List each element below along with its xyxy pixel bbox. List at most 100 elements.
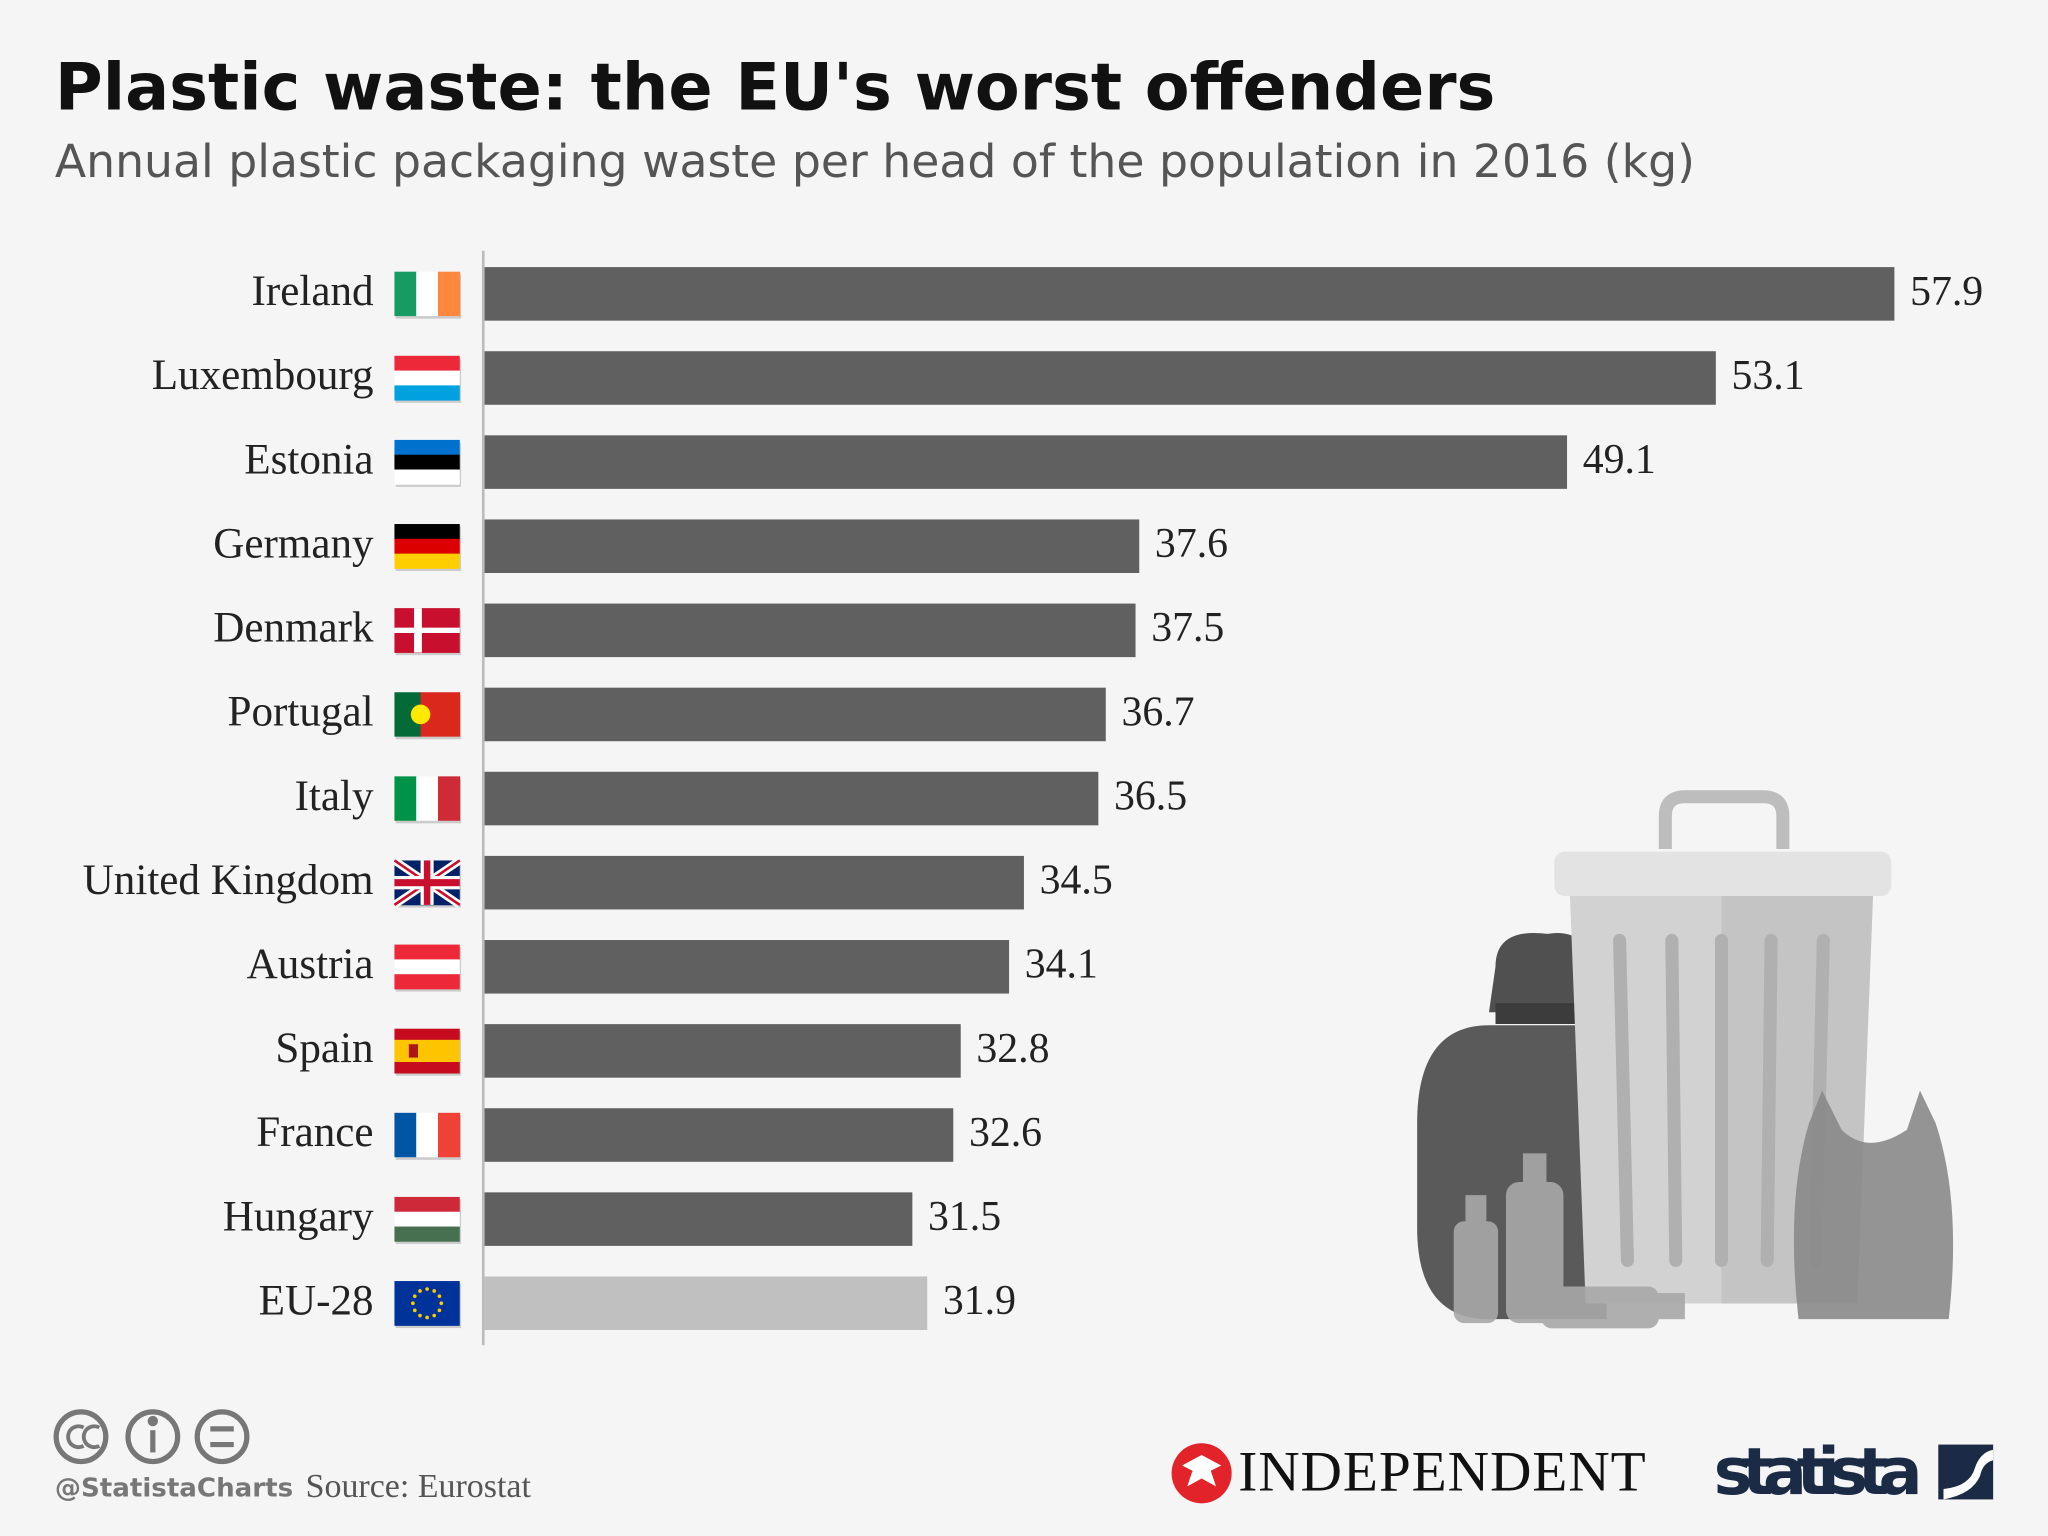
bar (484, 351, 1716, 405)
flag-stripe (394, 355, 460, 371)
value-label: 36.7 (1121, 689, 1194, 735)
flag-star (418, 1289, 422, 1293)
category-label: Austria (247, 941, 374, 988)
flag-stripe (394, 974, 460, 990)
value-label: 34.5 (1040, 858, 1113, 904)
flag (394, 608, 462, 656)
category-label: Italy (295, 773, 374, 820)
flag-stripe (437, 776, 461, 821)
flag-emblem (410, 704, 431, 725)
bar (484, 1192, 913, 1246)
value-label: 57.9 (1910, 269, 1983, 315)
flag-star (418, 1313, 422, 1318)
flag-stripe (437, 271, 461, 317)
category-label: Hungary (223, 1193, 374, 1240)
illustration (1417, 790, 1954, 1329)
flag-stripe (394, 1196, 460, 1213)
value-label: 31.9 (943, 1278, 1016, 1324)
flag-stripe (394, 776, 417, 821)
flag-stripe (394, 1028, 460, 1041)
bar (484, 1108, 954, 1162)
flag-stripe (416, 776, 439, 821)
value-label: 32.6 (969, 1110, 1042, 1156)
flag (394, 1281, 462, 1329)
chart-subtitle: Annual plastic packaging waste per head … (55, 135, 1695, 188)
flag-stripe (394, 959, 460, 975)
flag-stripe (394, 469, 460, 485)
flag-stripe (394, 553, 460, 569)
bar (484, 1276, 928, 1331)
category-label: Portugal (228, 689, 374, 736)
flag (394, 271, 462, 319)
bar (484, 940, 1010, 994)
flag-stripe (394, 1062, 460, 1074)
partner-logo-eagle (1182, 1455, 1222, 1487)
license-icons (53, 1409, 250, 1465)
brand-logo (1938, 1444, 1994, 1500)
bar (484, 519, 1140, 573)
flag (394, 1112, 462, 1160)
category-label: Estonia (244, 436, 373, 483)
flag-star (412, 1294, 417, 1298)
flag-stripe (394, 944, 460, 960)
category-label: Spain (275, 1025, 373, 1072)
value-label: 34.1 (1025, 942, 1098, 988)
bar (484, 435, 1568, 489)
bar (484, 1024, 961, 1078)
bar (484, 687, 1106, 742)
flag-stripe (394, 1211, 460, 1227)
category-label: Luxembourg (152, 352, 374, 399)
flag-stripe (394, 1226, 460, 1242)
chart-title: Plastic waste: the EU's worst offenders (55, 49, 1496, 125)
flag-star (425, 1287, 429, 1291)
flag-stripe (394, 1112, 417, 1158)
flag-star (412, 1308, 417, 1313)
bar (484, 771, 1099, 826)
flag-stripe (394, 1039, 460, 1063)
value-label: 31.5 (928, 1194, 1001, 1240)
partner-name: INDEPENDENT (1238, 1440, 1646, 1503)
flag (394, 1028, 462, 1076)
value-label: 37.6 (1155, 521, 1228, 567)
flag-star (437, 1308, 442, 1313)
flag-star (411, 1301, 415, 1306)
value-label: 37.5 (1151, 605, 1224, 651)
flag-stripe (394, 271, 417, 317)
category-label: France (256, 1109, 373, 1156)
flag-stripe (416, 1112, 439, 1158)
source: Source: Eurostat (306, 1468, 532, 1505)
flag-star (437, 1294, 442, 1298)
category-label: Denmark (213, 605, 374, 652)
flag (394, 944, 462, 992)
bar (484, 267, 1895, 321)
flag-star (439, 1301, 444, 1306)
flag (394, 776, 462, 824)
flag-cross (394, 879, 460, 887)
flag-stripe (394, 538, 460, 555)
category-label: Ireland (252, 268, 374, 315)
flag-stripe (394, 439, 460, 456)
flag (394, 439, 462, 487)
handle: @StatistaCharts (55, 1473, 293, 1503)
flag-stripe (416, 271, 439, 317)
flag-cross (394, 627, 460, 633)
flag (394, 1196, 462, 1244)
flag-stripe (437, 1112, 461, 1158)
flag-stripe (394, 370, 460, 386)
value-label: 32.8 (976, 1026, 1049, 1072)
flag (394, 524, 462, 572)
category-label: EU-28 (259, 1277, 374, 1324)
flag-stripe (394, 524, 460, 540)
bar (484, 855, 1024, 910)
category-label: Germany (213, 520, 374, 567)
value-label: 49.1 (1583, 437, 1656, 483)
flag-stripe (394, 454, 460, 470)
flag (392, 857, 462, 909)
flag-emblem (408, 1044, 418, 1058)
flag (394, 692, 462, 740)
value-label: 36.5 (1114, 773, 1187, 819)
flag (394, 355, 462, 403)
bar (484, 603, 1136, 658)
brand-name: statista (1714, 1434, 1923, 1510)
